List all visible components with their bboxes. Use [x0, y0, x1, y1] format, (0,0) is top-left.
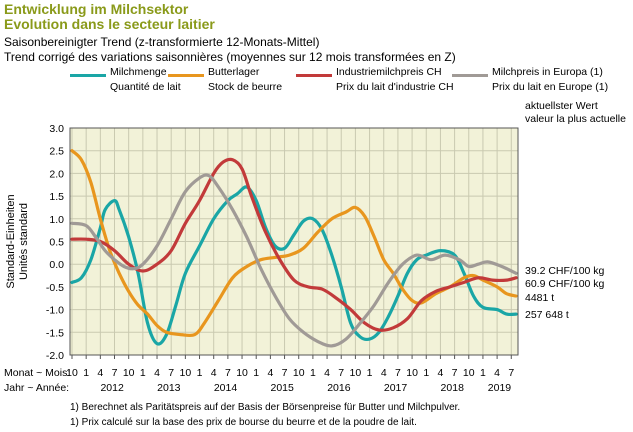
x-year-tick-label: 2018	[441, 382, 465, 394]
chart-title-fr: Evolution dans le secteur laitier	[4, 16, 215, 32]
legend-label-industriemilchpreis-de: Industriemilchpreis CH	[336, 66, 442, 78]
series-lines	[70, 149, 518, 348]
x-month-tick-label: 7	[395, 367, 401, 379]
series-line-milchpreis-in-europa-1	[70, 173, 518, 348]
x-month-tick-label: 7	[112, 367, 118, 379]
x-month-tick-label: 7	[282, 367, 288, 379]
chart-subtitle-fr: Trend corrigé des variations saisonnière…	[4, 50, 456, 64]
legend-label-milchpreis-europa-de: Milchpreis in Europa (1)	[492, 66, 603, 78]
legend-label-butterlager-de: Butterlager	[208, 66, 260, 78]
y-tick-label: -0.5	[46, 282, 64, 294]
y-tick-label: 1.0	[49, 214, 64, 226]
x-month-tick-label: 4	[438, 367, 444, 379]
x-year-tick-label: 2012	[100, 382, 124, 394]
x-month-tick-label: 1	[367, 367, 373, 379]
y-axis-label-fr: Unités standard	[18, 203, 30, 280]
x-month-tick-label: 4	[211, 367, 217, 379]
legend-label-milchmenge-fr: Quantité de lait	[110, 81, 181, 93]
x-month-tick-label: 1	[310, 367, 316, 379]
x-month-tick-label: 10	[406, 367, 418, 379]
y-tick-label: -1.0	[46, 305, 64, 317]
latest-value-heading-fr: valeur la plus actuelle	[525, 113, 626, 125]
y-tick-label: 0.0	[49, 259, 64, 271]
footnote-fr: 1) Prix calculé sur la base des prix de …	[70, 417, 417, 428]
x-month-tick-label: 10	[66, 367, 78, 379]
x-month-tick-label: 10	[293, 367, 305, 379]
x-month-tick-label: 4	[381, 367, 387, 379]
y-tick-label: 3.0	[49, 123, 64, 135]
x-month-tick-label: 1	[253, 367, 259, 379]
y-tick-label: 2.0	[49, 168, 64, 180]
latest-value-industriemilchpreis: 39.2 CHF/100 kg	[525, 265, 605, 277]
y-axis-label-de: Standard-Einheiten	[5, 194, 17, 288]
latest-value-butterlager: 4481 t	[525, 292, 555, 304]
legend-swatch-butterlager	[168, 74, 204, 77]
month-row-label: Monat ~ Mois:	[4, 367, 70, 379]
x-month-tick-label: 1	[83, 367, 89, 379]
latest-value-milchpreis-europa: 60.9 CHF/100 kg	[525, 278, 605, 290]
x-month-tick-label: 7	[452, 367, 458, 379]
x-month-tick-label: 4	[97, 367, 103, 379]
x-month-tick-label: 4	[267, 367, 273, 379]
x-year-tick-label: 2013	[157, 382, 181, 394]
latest-value-heading-de: aktuellster Wert	[525, 100, 598, 112]
y-tick-label: 1.5	[49, 191, 64, 203]
x-year-tick-label: 2014	[214, 382, 238, 394]
x-month-tick-label: 7	[508, 367, 514, 379]
legend-label-milchpreis-europa-fr: Prix du lait en Europe (1)	[492, 81, 609, 93]
y-tick-label: 2.5	[49, 146, 64, 158]
y-tick-label: -1.5	[46, 327, 64, 339]
x-month-tick-label: 1	[480, 367, 486, 379]
legend-label-milchmenge-de: Milchmenge	[110, 66, 167, 78]
x-month-tick-label: 1	[423, 367, 429, 379]
x-month-tick-label: 10	[236, 367, 248, 379]
x-year-tick-label: 2015	[271, 382, 295, 394]
y-tick-label: -2.0	[46, 350, 64, 362]
x-year-tick-label: 2016	[327, 382, 351, 394]
chart-subtitle-de: Saisonbereinigter Trend (z-transformiert…	[4, 35, 320, 49]
legend-label-butterlager-fr: Stock de beurre	[208, 81, 283, 93]
series-line-industriemilchpreis-ch	[70, 157, 518, 332]
x-year-tick-label: 2017	[384, 382, 408, 394]
footnote-de: 1) Berechnet als Paritätspreis auf der B…	[70, 402, 461, 413]
legend-label-industriemilchpreis-fr: Prix du lait d'industrie CH	[336, 81, 454, 93]
year-row-label: Jahr ~ Année:	[4, 382, 69, 394]
x-month-tick-label: 10	[463, 367, 475, 379]
x-month-tick-label: 10	[123, 367, 135, 379]
x-month-tick-label: 10	[350, 367, 362, 379]
plot-border	[69, 127, 519, 356]
y-axis-ticks: -2.0 -1.5 -1.0 -0.5 0.0 0.5 1.0 1.5 2.0 2.5 3.0	[46, 123, 64, 362]
legend-swatch-milchmenge	[70, 74, 106, 77]
x-month-tick-label: 7	[338, 367, 344, 379]
x-month-tick-label: 7	[225, 367, 231, 379]
y-tick-label: 0.5	[49, 237, 64, 249]
x-month-tick-label: 10	[180, 367, 192, 379]
x-month-tick-label: 1	[197, 367, 203, 379]
x-year-tick-label: 2019	[488, 382, 512, 394]
x-month-tick-label: 4	[154, 367, 160, 379]
legend-swatch-industriemilchpreis	[296, 74, 332, 77]
chart-title-de: Entwicklung im Milchsektor	[4, 1, 189, 17]
legend-swatch-milchpreis-europa	[452, 74, 488, 77]
x-month-tick-label: 7	[168, 367, 174, 379]
latest-value-milchmenge: 257 648 t	[525, 309, 569, 321]
x-month-tick-label: 4	[324, 367, 330, 379]
x-axis-ticks: 10 1 4 7 10 1 4 7 10 1 4 7 10 1 4 7 10 1 4 7 10 1 4 7 10 1 4 7 10 1 4 7…	[66, 355, 514, 394]
x-month-tick-label: 4	[494, 367, 500, 379]
series-line-milchmenge	[70, 185, 518, 346]
x-month-tick-label: 1	[140, 367, 146, 379]
